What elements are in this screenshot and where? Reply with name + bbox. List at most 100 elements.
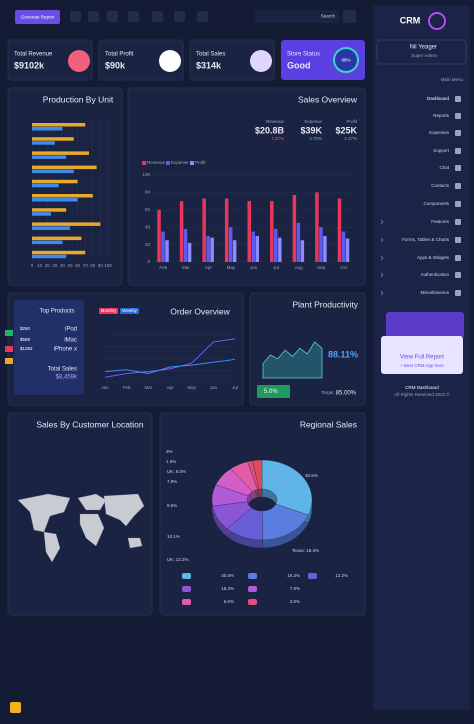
bar xyxy=(32,179,78,184)
x-tick-label: Feb xyxy=(123,385,131,390)
toolbar-icon[interactable] xyxy=(174,11,185,22)
bar xyxy=(187,242,192,262)
australia xyxy=(127,537,143,549)
legend-chip xyxy=(182,599,191,605)
x-tick-label: 50 xyxy=(67,263,73,268)
menu-icon[interactable] xyxy=(455,96,461,102)
slice-label: 8.5% xyxy=(167,503,177,508)
store-ring xyxy=(333,47,359,73)
asia xyxy=(103,493,145,527)
store-percent: 88% xyxy=(341,58,350,63)
x-tick-label: 60 xyxy=(75,263,81,268)
toolbar-icon[interactable] xyxy=(107,11,118,22)
promo-text: + Best CRM App here xyxy=(400,363,444,368)
y-tick-label: 40 xyxy=(145,224,151,229)
menu-icon[interactable] xyxy=(455,113,461,119)
toolbar-icon[interactable] xyxy=(152,11,163,22)
menu-icon[interactable] xyxy=(455,148,461,154)
menu-icon[interactable] xyxy=(455,183,461,189)
bar xyxy=(32,226,70,230)
x-tick-label: 70 xyxy=(83,263,89,268)
panel-title: Sales Overview xyxy=(298,94,358,104)
x-tick-label: Jun xyxy=(250,265,258,270)
search-box[interactable] xyxy=(255,10,339,23)
generate-report-button[interactable] xyxy=(15,10,60,24)
menu-icon[interactable] xyxy=(455,255,461,261)
menu-icon[interactable] xyxy=(455,290,461,296)
table-value: 7.8% xyxy=(290,586,300,591)
kpi-value: $39K xyxy=(300,125,322,135)
bar xyxy=(32,141,55,145)
legend-chip xyxy=(248,573,257,579)
menu-icon[interactable] xyxy=(455,219,461,225)
bar xyxy=(315,192,319,262)
y-tick-label: 60 xyxy=(145,207,151,212)
slice-label: UK: 6.0% xyxy=(167,469,186,474)
slice-label: 3% xyxy=(166,449,173,454)
bar xyxy=(32,254,67,259)
user-box[interactable] xyxy=(376,39,467,65)
menu-icon[interactable] xyxy=(455,272,461,278)
bar xyxy=(270,201,274,262)
toolbar-icon[interactable] xyxy=(70,11,81,22)
footer-title: CRM Dashboard xyxy=(405,385,439,390)
kpi-change: 7.37% xyxy=(271,136,284,141)
side-tab[interactable] xyxy=(5,358,13,364)
slice xyxy=(252,459,263,490)
chevron xyxy=(380,237,384,243)
x-tick-label: May xyxy=(227,265,236,270)
bar xyxy=(32,198,78,202)
stat-value: $314k xyxy=(196,60,222,70)
store-label: Store Status xyxy=(287,52,320,58)
bar xyxy=(232,240,237,262)
chevron xyxy=(380,219,384,225)
badge xyxy=(257,385,290,398)
stat-icon xyxy=(159,50,181,72)
table-value: 30.5% xyxy=(221,573,234,578)
bar xyxy=(345,238,350,262)
promo-box xyxy=(381,336,463,374)
bar xyxy=(32,250,86,255)
menu-icon[interactable] xyxy=(455,201,461,207)
side-tab[interactable] xyxy=(5,330,13,336)
help-button[interactable] xyxy=(10,702,21,713)
menu-icon[interactable] xyxy=(455,165,461,171)
slice-label: 30.5% xyxy=(305,473,318,478)
x-tick-label: 40 xyxy=(60,263,66,268)
menu-icon[interactable] xyxy=(455,130,461,136)
y-tick-label: 20 xyxy=(145,242,151,247)
bar xyxy=(323,235,327,262)
legend-label: Monthly xyxy=(101,308,118,313)
menu-item: Dashboard xyxy=(427,96,450,101)
toolbar-icon[interactable] xyxy=(128,11,139,22)
table-value: 3.0% xyxy=(290,599,300,604)
legend-swatch xyxy=(166,161,170,165)
bar xyxy=(224,198,229,262)
side-tab[interactable] xyxy=(5,346,13,352)
toolbar-icon[interactable] xyxy=(88,11,99,22)
bar xyxy=(32,151,89,155)
americas-north xyxy=(17,493,71,533)
toolbar-icon[interactable] xyxy=(197,11,208,22)
x-tick-label: Aug xyxy=(295,265,304,270)
x-tick-label: 80 xyxy=(90,263,96,268)
line xyxy=(104,338,236,378)
x-tick-label: Sep xyxy=(317,265,326,270)
table-value: 6.0% xyxy=(224,599,234,604)
bar xyxy=(183,228,188,262)
search-placeholder: Search xyxy=(321,14,336,19)
bar xyxy=(210,237,214,262)
menu-icon[interactable] xyxy=(343,10,356,23)
menu-item: Miscellaneous xyxy=(420,290,449,295)
menu-item: Features xyxy=(431,219,450,224)
legend-label: Revenue xyxy=(147,160,166,165)
menu-icon[interactable] xyxy=(455,237,461,243)
legend-chip xyxy=(248,586,257,592)
target-value: 85.00% xyxy=(336,391,357,397)
promo-button: View Full Report xyxy=(400,355,444,361)
bar xyxy=(165,240,169,262)
x-tick-label: 90 xyxy=(98,263,104,268)
user-name: Nil Yeager xyxy=(410,45,437,51)
legend-chip xyxy=(120,308,139,314)
